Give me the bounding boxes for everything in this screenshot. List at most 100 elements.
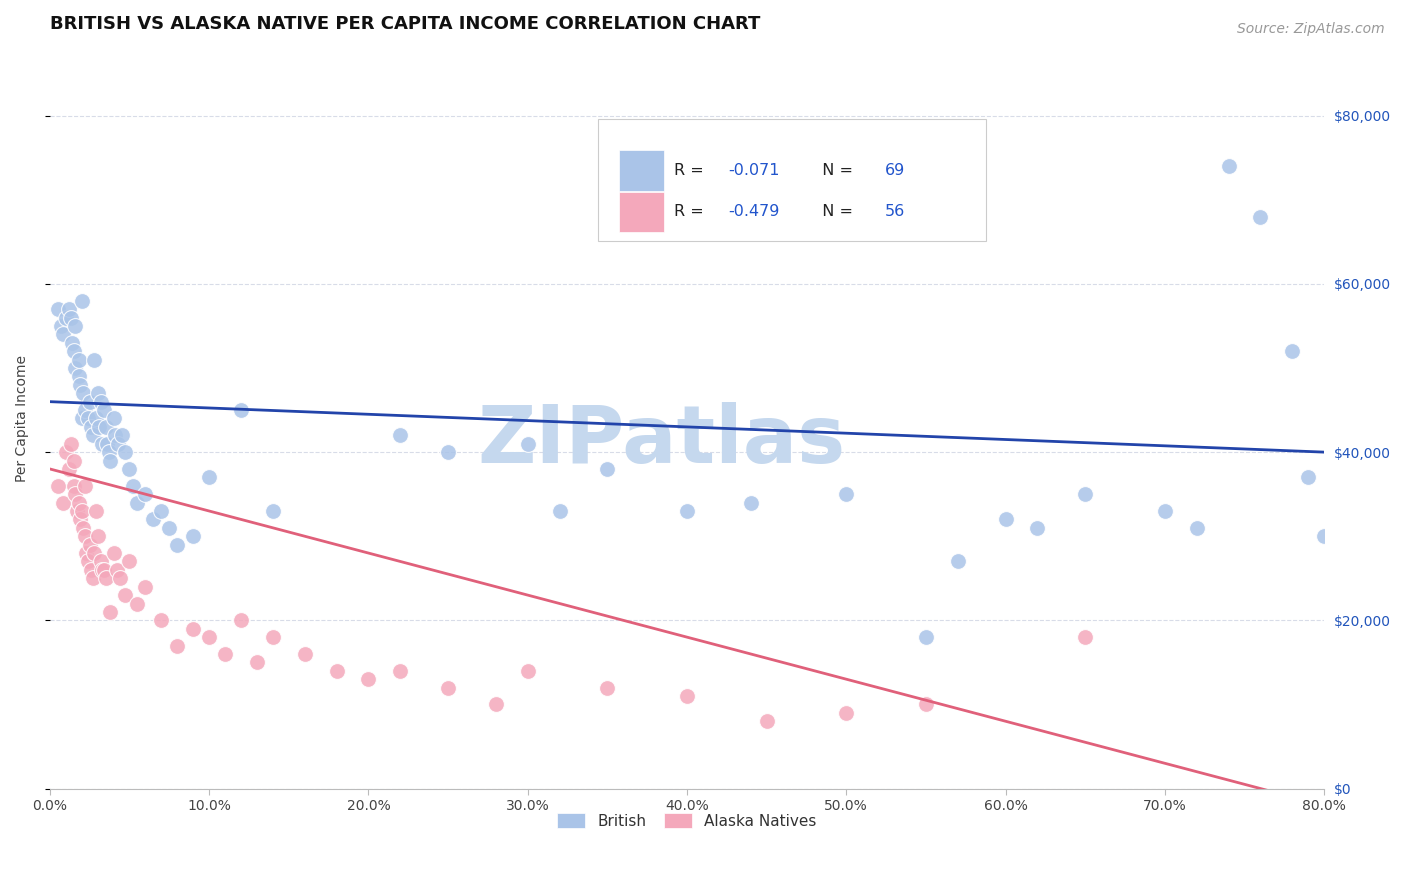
Point	[83, 352, 105, 367]
Legend: British, Alaska Natives: British, Alaska Natives	[550, 805, 824, 837]
Point	[73, 529, 96, 543]
Point	[548, 504, 571, 518]
Point	[86, 529, 108, 543]
Point	[1074, 630, 1097, 644]
Point	[103, 546, 125, 560]
FancyBboxPatch shape	[620, 192, 664, 232]
Point	[1313, 529, 1336, 543]
Point	[1218, 159, 1240, 173]
Point	[437, 681, 460, 695]
Point	[93, 563, 115, 577]
Point	[91, 436, 114, 450]
Point	[62, 479, 84, 493]
Point	[46, 302, 69, 317]
Text: N =: N =	[811, 204, 858, 219]
Point	[103, 411, 125, 425]
Point	[437, 445, 460, 459]
Point	[72, 386, 94, 401]
Point	[93, 403, 115, 417]
Point	[127, 495, 149, 509]
Point	[142, 512, 165, 526]
Text: R =: R =	[675, 204, 709, 219]
Point	[80, 563, 103, 577]
Point	[485, 698, 508, 712]
Point	[516, 436, 538, 450]
Point	[84, 411, 107, 425]
Point	[1185, 521, 1208, 535]
Point	[134, 580, 156, 594]
Text: ZIPatlas: ZIPatlas	[478, 401, 845, 480]
Point	[166, 639, 188, 653]
Point	[114, 445, 136, 459]
Point	[1249, 210, 1271, 224]
Point	[62, 453, 84, 467]
Point	[181, 529, 204, 543]
Point	[52, 495, 75, 509]
Point	[73, 403, 96, 417]
Point	[150, 613, 173, 627]
Point	[596, 681, 619, 695]
Point	[67, 369, 90, 384]
Text: N =: N =	[811, 163, 858, 178]
Text: -0.071: -0.071	[728, 163, 779, 178]
Point	[114, 588, 136, 602]
Point	[596, 462, 619, 476]
Point	[262, 504, 284, 518]
Point	[835, 487, 858, 501]
Point	[62, 344, 84, 359]
Point	[108, 571, 131, 585]
Point	[69, 512, 91, 526]
Point	[55, 445, 77, 459]
Point	[118, 462, 141, 476]
Point	[740, 495, 762, 509]
Point	[66, 504, 89, 518]
FancyBboxPatch shape	[598, 119, 987, 241]
Point	[55, 310, 77, 325]
Point	[229, 403, 252, 417]
Point	[46, 479, 69, 493]
Point	[134, 487, 156, 501]
Point	[94, 571, 117, 585]
Point	[98, 605, 121, 619]
Point	[52, 327, 75, 342]
Point	[676, 504, 699, 518]
Point	[104, 428, 127, 442]
Point	[65, 487, 87, 501]
Point	[166, 538, 188, 552]
Point	[94, 420, 117, 434]
FancyBboxPatch shape	[620, 150, 664, 191]
Point	[67, 352, 90, 367]
Point	[65, 318, 87, 333]
Point	[325, 664, 347, 678]
Point	[91, 563, 114, 577]
Point	[65, 361, 87, 376]
Point	[58, 462, 80, 476]
Point	[49, 318, 72, 333]
Point	[107, 436, 129, 450]
Point	[516, 664, 538, 678]
Point	[79, 538, 101, 552]
Point	[389, 664, 412, 678]
Point	[73, 479, 96, 493]
Point	[246, 656, 269, 670]
Point	[1281, 344, 1303, 359]
Point	[60, 335, 83, 350]
Point	[229, 613, 252, 627]
Point	[97, 445, 120, 459]
Point	[82, 571, 104, 585]
Point	[1074, 487, 1097, 501]
Point	[1026, 521, 1049, 535]
Point	[755, 714, 778, 729]
Point	[76, 546, 98, 560]
Point	[1296, 470, 1319, 484]
Point	[357, 672, 380, 686]
Point	[262, 630, 284, 644]
Y-axis label: Per Capita Income: Per Capita Income	[15, 355, 30, 482]
Point	[150, 504, 173, 518]
Text: 56: 56	[884, 204, 905, 219]
Text: Source: ZipAtlas.com: Source: ZipAtlas.com	[1237, 22, 1385, 37]
Text: 69: 69	[884, 163, 905, 178]
Point	[90, 554, 112, 568]
Point	[121, 479, 143, 493]
Point	[70, 293, 93, 308]
